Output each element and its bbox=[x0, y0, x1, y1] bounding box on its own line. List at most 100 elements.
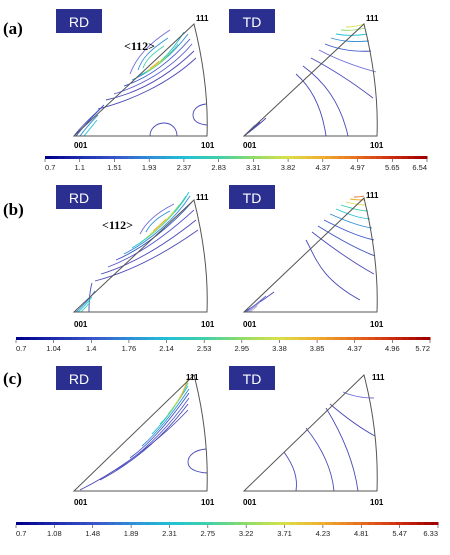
colorbar-segment bbox=[416, 522, 425, 525]
rd-triangle bbox=[72, 199, 208, 313]
colorbar-segment bbox=[248, 156, 256, 159]
corner-111: 111 bbox=[196, 193, 209, 202]
corner-101: 101 bbox=[370, 141, 384, 150]
colorbar-tick-label: 0.7 bbox=[45, 163, 55, 172]
td-label-box bbox=[229, 185, 275, 209]
rd-pole-figure: RD 001 101 111 bbox=[56, 185, 215, 329]
colorbar-segment bbox=[305, 337, 314, 340]
colorbar-segment bbox=[325, 156, 332, 159]
colorbar-tick-label: 1.93 bbox=[142, 163, 157, 172]
colorbar-segment bbox=[278, 337, 286, 340]
colorbar-segment bbox=[420, 156, 428, 159]
td-label: TD bbox=[243, 190, 262, 206]
colorbar-segment bbox=[191, 522, 200, 525]
colorbar-segment bbox=[297, 522, 305, 525]
colorbar-tick-label: 4.96 bbox=[385, 344, 400, 353]
colorbar-segment bbox=[174, 337, 183, 340]
corner-111: 111 bbox=[366, 14, 379, 23]
colorbar-segment bbox=[83, 156, 91, 159]
colorbar-segment bbox=[58, 522, 66, 525]
colorbar-segment bbox=[172, 156, 180, 159]
colorbar-tick-label: 4.37 bbox=[347, 344, 362, 353]
colorbar-segment bbox=[395, 337, 403, 340]
colorbar-segment bbox=[248, 522, 256, 525]
colorbar-tick-label: 4.23 bbox=[316, 529, 331, 538]
colorbar-segment bbox=[269, 522, 277, 525]
panel-b: (b) RD bbox=[3, 185, 431, 353]
corner-111: 111 bbox=[372, 373, 385, 382]
colorbar-segment bbox=[361, 337, 369, 340]
colorbar-segment bbox=[44, 522, 52, 525]
colorbar-segment bbox=[23, 522, 31, 525]
colorbar-segment bbox=[376, 156, 383, 159]
colorbar-segment bbox=[22, 337, 31, 340]
td-label: TD bbox=[243, 14, 262, 30]
colorbar-segment bbox=[311, 522, 319, 525]
colorbar-segment bbox=[140, 337, 148, 340]
colorbar-segment bbox=[229, 156, 237, 159]
colorbar-segment bbox=[229, 337, 238, 340]
colorbar-segment bbox=[306, 156, 313, 159]
td-pole-figure: TD 001 111 101 bbox=[229, 366, 385, 507]
colorbar-segment bbox=[293, 156, 301, 159]
td-label: TD bbox=[243, 371, 262, 387]
colorbar-segment bbox=[407, 156, 415, 159]
colorbar-segment bbox=[204, 156, 212, 159]
td-triangle bbox=[242, 23, 378, 137]
colorbar-segment bbox=[154, 337, 162, 340]
colorbar-segment bbox=[395, 522, 404, 525]
colorbar-segment bbox=[121, 156, 129, 159]
colorbar-tick-label: 3.31 bbox=[246, 163, 261, 172]
colorbar-segment bbox=[381, 337, 390, 340]
colorbar-segment bbox=[134, 156, 141, 159]
rd-label-box bbox=[56, 9, 102, 33]
colorbar-segment bbox=[271, 337, 279, 340]
colorbar-segment bbox=[212, 522, 221, 525]
colorbar-segment bbox=[409, 522, 418, 525]
colorbar-segment bbox=[416, 337, 424, 340]
colorbar-segment bbox=[86, 522, 94, 525]
colorbar-tick-label: 2.53 bbox=[197, 344, 212, 353]
colorbar-segment bbox=[236, 156, 243, 159]
colorbar-segment bbox=[142, 522, 151, 525]
colorbar-segment bbox=[257, 337, 265, 340]
colorbar-segment bbox=[216, 337, 224, 340]
rd-pole-figure: RD bbox=[56, 9, 215, 150]
colorbar-segment bbox=[339, 522, 348, 525]
colorbar-segment bbox=[195, 337, 203, 340]
colorbar: 0.7 1.1 1.51 1.93 2.37 2.83 3.31 3.82 4.37 4.97 5.… bbox=[44, 156, 428, 172]
colorbar-segment bbox=[234, 522, 242, 525]
colorbar-segment bbox=[105, 337, 114, 340]
colorbar-segment bbox=[202, 337, 210, 340]
colorbar-segment bbox=[312, 156, 320, 159]
colorbar-tick-label: 2.14 bbox=[159, 344, 174, 353]
colorbar-segment bbox=[70, 156, 78, 159]
colorbar-segment bbox=[262, 522, 270, 525]
colorbar-segment bbox=[267, 156, 275, 159]
colorbar-segment bbox=[37, 522, 45, 525]
colorbar-tick-label: 2.37 bbox=[177, 163, 192, 172]
colorbar-segment bbox=[65, 522, 73, 525]
corner-001: 001 bbox=[243, 141, 257, 150]
rd-triangle bbox=[72, 23, 208, 137]
colorbar-segment bbox=[170, 522, 179, 525]
colorbar-segment bbox=[115, 156, 122, 159]
annotation-112: <112> bbox=[124, 39, 155, 53]
colorbar-segment bbox=[146, 156, 154, 159]
colorbar-tick-label: 1.76 bbox=[122, 344, 137, 353]
colorbar-segment bbox=[401, 156, 409, 159]
colorbar-segment bbox=[243, 337, 252, 340]
colorbar-segment bbox=[43, 337, 51, 340]
colorbar-tick-label: 3.22 bbox=[239, 529, 254, 538]
colorbar-tick-label: 1.48 bbox=[85, 529, 100, 538]
td-contours bbox=[283, 391, 376, 492]
panel-label: (a) bbox=[3, 19, 23, 38]
colorbar-tick-label: 2.95 bbox=[235, 344, 250, 353]
colorbar-segment bbox=[298, 337, 307, 340]
corner-101: 101 bbox=[201, 320, 215, 329]
corner-001: 001 bbox=[243, 498, 257, 507]
colorbar-segment bbox=[326, 337, 334, 340]
colorbar-segment bbox=[93, 522, 101, 525]
td-triangle bbox=[242, 374, 378, 492]
